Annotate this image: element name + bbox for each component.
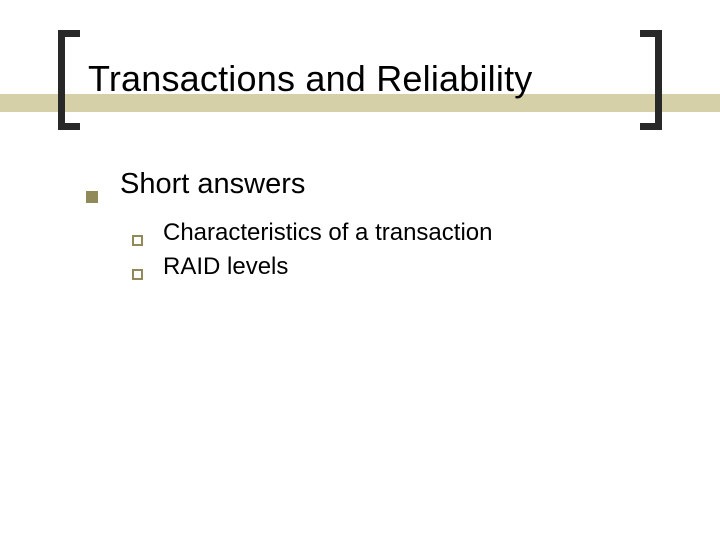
hollow-square-bullet-icon (132, 235, 143, 246)
list-item: Short answers (86, 168, 492, 201)
sub-list: Characteristics of a transaction RAID le… (132, 219, 492, 281)
slide-body: Short answers Characteristics of a trans… (86, 168, 492, 287)
list-item-label: Characteristics of a transaction (163, 219, 492, 247)
title-bracket-right (640, 30, 662, 130)
list-item: Characteristics of a transaction (132, 219, 492, 247)
title-bracket-left (58, 30, 80, 130)
list-item-label: RAID levels (163, 253, 288, 281)
slide-title: Transactions and Reliability (88, 58, 532, 100)
list-item-label: Short answers (120, 168, 305, 201)
hollow-square-bullet-icon (132, 269, 143, 280)
square-bullet-icon (86, 191, 98, 203)
list-item: RAID levels (132, 253, 492, 281)
